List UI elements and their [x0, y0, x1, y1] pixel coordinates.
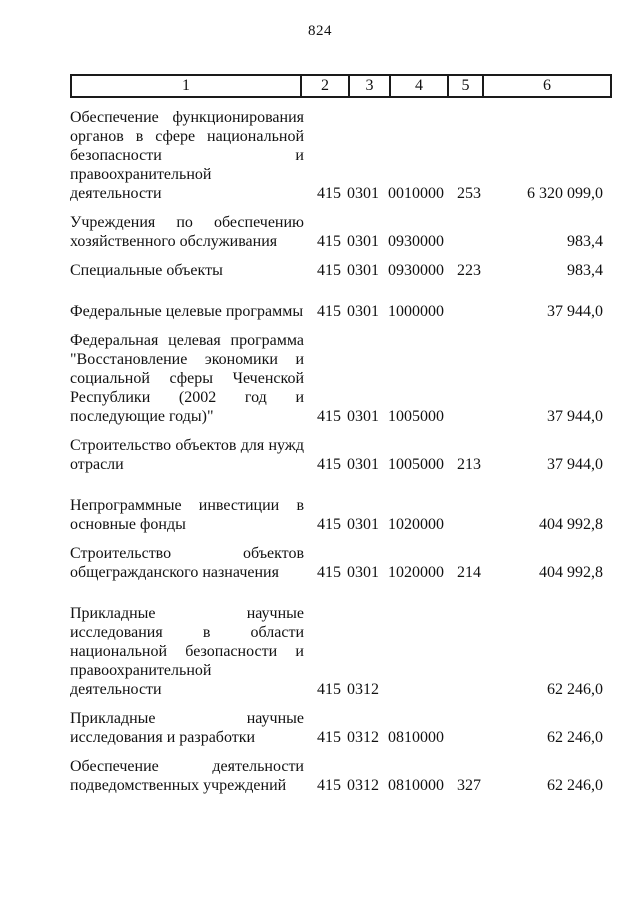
cell-col2-code: 415 — [317, 185, 341, 202]
table-body: Обеспечение функционирования органов в с… — [0, 108, 640, 795]
cell-col4-code: 1005000 — [388, 408, 444, 425]
header-col-4: 4 — [389, 76, 447, 96]
cell-col3-code: 0301 — [347, 408, 379, 425]
cell-col2-code: 415 — [317, 303, 341, 320]
cell-amount: 983,4 — [567, 262, 603, 279]
table-row: Федеральные целевые программы 415 0301 1… — [70, 302, 603, 321]
cell-col5-code: 213 — [457, 456, 481, 473]
cell-col3-code: 0301 — [347, 456, 379, 473]
page-number: 824 — [308, 23, 332, 39]
cell-col3-code: 0312 — [347, 729, 379, 746]
table-row: Непрограммные инвестиции в основные фонд… — [70, 496, 603, 534]
cell-amount: 62 246,0 — [547, 777, 603, 794]
cell-amount: 404 992,8 — [539, 516, 603, 533]
cell-col5-code: 223 — [457, 262, 481, 279]
cell-col2-code: 415 — [317, 408, 341, 425]
cell-col3-code: 0301 — [347, 564, 379, 581]
cell-amount: 37 944,0 — [547, 456, 603, 473]
cell-col3-code: 0301 — [347, 262, 379, 279]
table-row: Строительство объектов общегражданского … — [70, 544, 603, 582]
cell-col4-code: 1005000 — [388, 456, 444, 473]
cell-col4-code: 0930000 — [388, 262, 444, 279]
cell-col2-code: 415 — [317, 729, 341, 746]
cell-col4-code: 0810000 — [388, 777, 444, 794]
cell-col2-code: 415 — [317, 262, 341, 279]
row-label: Обеспечение функционирования органов в с… — [70, 109, 304, 202]
row-label: Строительство объектов для нужд отрасли — [70, 437, 304, 473]
row-label: Учреждения по обеспечению хозяйственного… — [70, 214, 304, 250]
cell-col2-code: 415 — [317, 564, 341, 581]
cell-col4-code: 1020000 — [388, 516, 444, 533]
cell-amount: 62 246,0 — [547, 681, 603, 698]
cell-col2-code: 415 — [317, 681, 341, 698]
cell-col4-code: 0930000 — [388, 233, 444, 250]
table-row: Федеральная целевая программа "Восстанов… — [70, 331, 603, 426]
cell-amount: 983,4 — [567, 233, 603, 250]
row-label: Федеральная целевая программа "Восстанов… — [70, 332, 304, 425]
row-label: Прикладные научные исследования и разраб… — [70, 710, 304, 746]
cell-amount: 6 320 099,0 — [527, 185, 603, 202]
header-col-3: 3 — [348, 76, 389, 96]
cell-col2-code: 415 — [317, 516, 341, 533]
table-row: Обеспечение функционирования органов в с… — [70, 108, 603, 203]
table-row: Учреждения по обеспечению хозяйственного… — [70, 213, 603, 251]
cell-col5-code: 327 — [457, 777, 481, 794]
cell-amount: 404 992,8 — [539, 564, 603, 581]
table-row: Обеспечение деятельности подведомственны… — [70, 757, 603, 795]
cell-col4-code: 0810000 — [388, 729, 444, 746]
cell-col4-code: 0010000 — [388, 185, 444, 202]
cell-col3-code: 0312 — [347, 777, 379, 794]
cell-col3-code: 0301 — [347, 303, 379, 320]
cell-col5-code: 253 — [457, 185, 481, 202]
cell-col3-code: 0312 — [347, 681, 379, 698]
row-label: Специальные объекты — [70, 262, 223, 279]
cell-amount: 37 944,0 — [547, 303, 603, 320]
row-label: Строительство объектов общегражданского … — [70, 545, 304, 581]
cell-col5-code: 214 — [457, 564, 481, 581]
table-row: Строительство объектов для нужд отрасли … — [70, 436, 603, 474]
cell-col3-code: 0301 — [347, 516, 379, 533]
row-label: Федеральные целевые программы — [70, 303, 304, 320]
table-row: Специальные объекты 415 0301 0930000 223… — [70, 261, 603, 280]
cell-col3-code: 0301 — [347, 233, 379, 250]
header-col-2: 2 — [300, 76, 348, 96]
cell-col4-code: 1000000 — [388, 303, 444, 320]
cell-amount: 37 944,0 — [547, 408, 603, 425]
header-col-1: 1 — [182, 77, 190, 94]
header-col-6: 6 — [482, 76, 610, 96]
header-col-5: 5 — [447, 76, 482, 96]
table-row: Прикладные научные исследования в област… — [70, 604, 603, 699]
cell-amount: 62 246,0 — [547, 729, 603, 746]
row-label: Непрограммные инвестиции в основные фонд… — [70, 497, 304, 533]
row-label: Обеспечение деятельности подведомственны… — [70, 758, 304, 794]
cell-col4-code: 1020000 — [388, 564, 444, 581]
cell-col2-code: 415 — [317, 456, 341, 473]
row-label: Прикладные научные исследования в област… — [70, 605, 304, 698]
table-row: Прикладные научные исследования и разраб… — [70, 709, 603, 747]
cell-col3-code: 0301 — [347, 185, 379, 202]
cell-col2-code: 415 — [317, 233, 341, 250]
cell-col2-code: 415 — [317, 777, 341, 794]
